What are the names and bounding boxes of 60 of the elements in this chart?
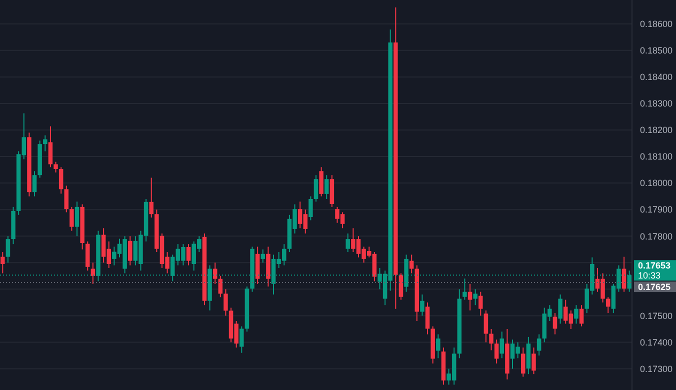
candlestick	[149, 177, 154, 218]
candlestick	[128, 236, 132, 266]
text: 10:33	[638, 270, 661, 281]
candlestick	[48, 126, 53, 168]
candlestick	[346, 232, 350, 253]
candlestick	[494, 339, 499, 364]
candlestick	[484, 310, 488, 343]
y-tick-label: 0.17500	[640, 310, 673, 321]
candlestick	[54, 161, 58, 173]
y-tick-label: 0.18600	[640, 19, 673, 30]
candlestick	[314, 174, 318, 202]
candlestick	[536, 334, 542, 356]
candlestick	[308, 196, 313, 221]
candlestick	[74, 201, 80, 237]
y-tick-label: 0.17400	[640, 337, 673, 348]
candlestick	[478, 291, 483, 316]
y-tick-label: 0.18200	[640, 125, 673, 136]
candlestick	[398, 272, 404, 300]
y-tick-label: 0.18100	[640, 152, 673, 162]
candlestick	[532, 347, 536, 375]
candlestick	[64, 185, 69, 213]
candlestick	[86, 240, 90, 272]
y-tick-label: 0.17800	[640, 231, 673, 242]
candlestick	[0, 252, 5, 274]
candlestick	[579, 304, 584, 327]
candlestick	[552, 312, 558, 335]
candlestick	[425, 302, 430, 335]
candlestick	[32, 170, 37, 197]
candlestick	[43, 134, 48, 152]
candlestick	[224, 288, 228, 316]
y-tick-label: 0.18300	[640, 98, 673, 109]
y-tick-label: 0.18400	[640, 72, 673, 82]
candlestick	[622, 256, 626, 292]
y-tick-label: 0.18500	[640, 46, 673, 56]
y-tick-label: 0.17300	[640, 364, 673, 374]
candlestick	[462, 278, 467, 300]
candlestick	[500, 331, 504, 359]
candlestick	[420, 294, 424, 316]
candlestick	[260, 248, 266, 264]
candlestick	[186, 244, 191, 266]
candlestick	[218, 275, 223, 298]
candlestick	[489, 328, 494, 351]
candlestick	[468, 283, 472, 311]
candlestick	[324, 174, 329, 200]
candlestick	[574, 304, 578, 324]
ref-line-label: 0.17625	[638, 282, 671, 292]
candlestick	[436, 334, 440, 359]
candlestick	[6, 236, 10, 264]
candlestick	[319, 166, 324, 197]
ref-line-label: 0.17653	[638, 260, 671, 271]
y-tick-label: 0.17900	[640, 204, 673, 215]
candlestick	[558, 294, 562, 324]
candlestick	[409, 254, 414, 274]
y-tick-label: 0.18000	[640, 178, 673, 188]
candlestick	[473, 288, 478, 306]
candlestick	[58, 166, 64, 194]
candlestick	[240, 326, 244, 354]
candlestick	[606, 296, 610, 314]
candlestick	[70, 206, 74, 232]
candlestick	[521, 347, 526, 378]
